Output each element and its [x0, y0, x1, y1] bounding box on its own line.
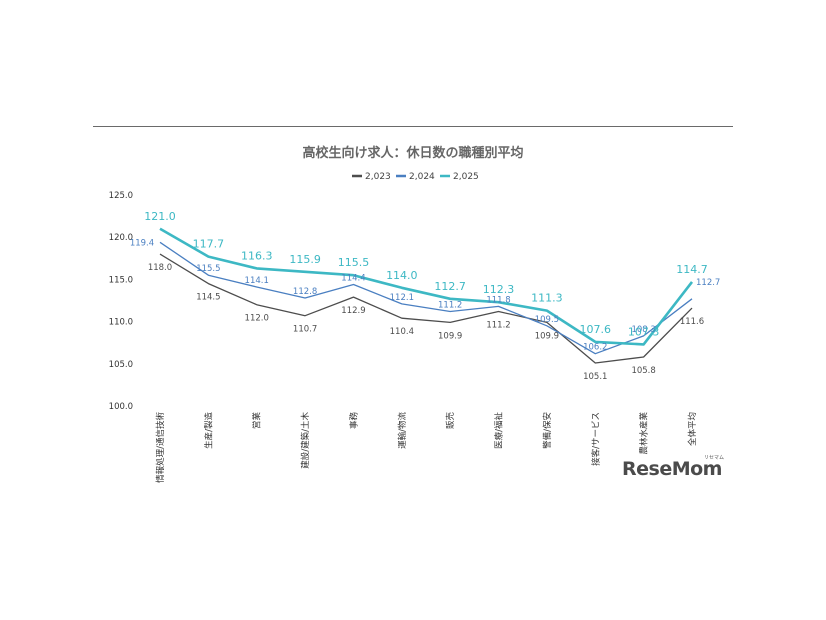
- x-tick-label: 農林水産業: [639, 412, 650, 455]
- y-tick-label: 110.0: [109, 318, 133, 328]
- series-line: [159, 253, 693, 364]
- data-label-2023: 105.8: [631, 366, 655, 376]
- data-labels: 118.0 114.5 112.0 110.7 112.9 110.4 109.9 111.2…: [130, 210, 721, 382]
- top-divider: [93, 126, 733, 127]
- data-label-2024: 112.8: [293, 287, 317, 297]
- legend-label: 2,024: [409, 172, 435, 182]
- data-label-2023: 105.1: [583, 372, 607, 382]
- x-tick-label: 販売: [445, 412, 456, 430]
- data-label-2024: 112.7: [696, 278, 720, 288]
- x-tick-label: 事務: [348, 412, 359, 430]
- data-label-2024: 115.5: [196, 264, 220, 274]
- data-label-2025: 121.0: [144, 210, 176, 223]
- brand-logo: ReseMom リセマム: [622, 455, 732, 488]
- data-label-2023: 112.0: [245, 314, 269, 324]
- y-tick-label: 105.0: [109, 360, 133, 370]
- x-tick-label: 運輸/物流: [397, 412, 408, 449]
- data-label-2025: 117.7: [193, 238, 225, 251]
- data-label-2025: 115.5: [338, 256, 370, 269]
- x-tick-label: 全体平均: [687, 412, 698, 446]
- x-tick-label: 警備/保安: [542, 412, 553, 449]
- x-tick-label: 医療/福祉: [494, 412, 505, 449]
- brand-name: ReseMom: [622, 458, 722, 480]
- data-label-2025: 116.3: [241, 249, 273, 262]
- data-label-2023: 118.0: [148, 263, 172, 273]
- y-tick-label: 120.0: [109, 233, 133, 243]
- data-label-2024: 111.2: [438, 300, 462, 310]
- data-label-2025: 112.7: [434, 280, 466, 293]
- chart-legend: 2,023 2,024 2,025: [352, 172, 479, 182]
- y-axis: 100.0 105.0 110.0 115.0 120.0 125.0: [109, 191, 133, 412]
- data-label-2025: 115.9: [289, 253, 321, 266]
- chart-title: 高校生向け求人：休日数の職種別平均: [302, 145, 523, 161]
- y-tick-label: 100.0: [109, 402, 133, 412]
- y-tick-label: 125.0: [109, 191, 133, 201]
- data-label-2024: 119.4: [130, 238, 154, 248]
- data-label-2023: 114.5: [196, 293, 220, 303]
- data-label-2025: 107.3: [628, 325, 660, 338]
- data-label-2025: 111.3: [531, 292, 563, 305]
- data-label-2025: 107.6: [580, 323, 612, 336]
- series-line: [159, 227, 694, 346]
- data-label-2023: 112.9: [341, 306, 365, 316]
- data-label-2025: 114.0: [386, 269, 418, 282]
- data-label-2024: 114.4: [341, 273, 365, 283]
- x-tick-label: 建設/建築/土木: [300, 412, 311, 469]
- x-tick-label: 営業: [252, 412, 263, 430]
- data-label-2025: 114.7: [676, 263, 708, 276]
- x-tick-label: 接客/サービス: [590, 412, 601, 466]
- data-label-2024: 112.1: [390, 293, 414, 303]
- data-label-2023: 109.9: [438, 331, 462, 341]
- data-label-2024: 108.3: [631, 325, 655, 335]
- data-label-2023: 109.9: [535, 331, 559, 341]
- data-label-2023: 110.7: [293, 325, 317, 335]
- data-label-2023: 111.6: [680, 317, 704, 327]
- series-lines: [159, 227, 694, 364]
- y-tick-label: 115.0: [109, 275, 133, 285]
- series-line: [159, 241, 693, 355]
- data-label-2024: 111.8: [486, 295, 510, 305]
- data-label-2025: 112.3: [483, 283, 515, 296]
- data-label-2023: 111.2: [486, 320, 510, 330]
- data-label-2024: 106.2: [583, 343, 607, 353]
- legend-label: 2,025: [453, 172, 479, 182]
- data-label-2024: 109.5: [535, 315, 559, 325]
- legend-label: 2,023: [365, 172, 391, 182]
- x-tick-label: 情報処理/通信技術: [155, 412, 166, 483]
- data-label-2023: 110.4: [390, 327, 414, 337]
- brand-reading: リセマム: [703, 455, 724, 461]
- data-label-2024: 114.1: [245, 276, 269, 286]
- x-axis: 情報処理/通信技術 生産/製造 営業 建設/建築/土木 事務 運輸/物流 販売 医療/福祉 警備…: [155, 412, 698, 483]
- x-tick-label: 生産/製造: [203, 412, 214, 449]
